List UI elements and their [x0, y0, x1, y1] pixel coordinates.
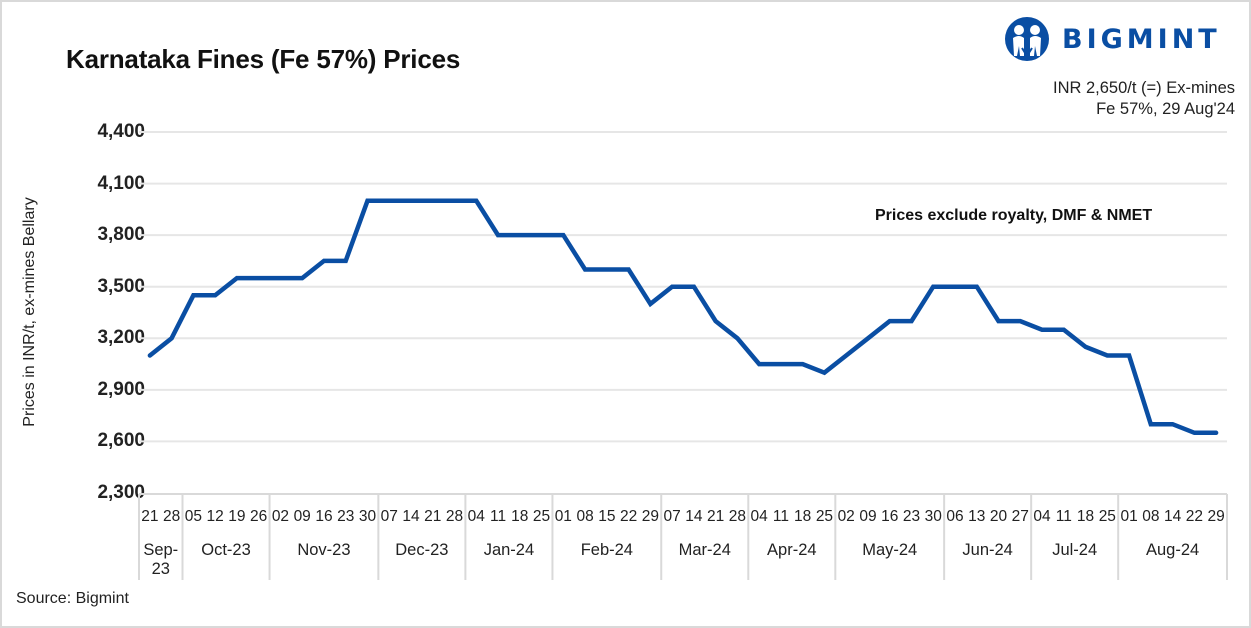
- x-tick-day-label: 06: [946, 508, 963, 525]
- chart-title: Karnataka Fines (Fe 57%) Prices: [66, 44, 461, 74]
- price-line-series: [147, 198, 1219, 436]
- y-tick-label: 3,200: [97, 327, 145, 349]
- x-tick-day-label: 05: [185, 508, 202, 525]
- y-tick-label: 4,100: [97, 172, 145, 194]
- svg-text:Apr-24: Apr-24: [767, 541, 817, 559]
- x-tick-day-label: 18: [1077, 508, 1094, 525]
- svg-text:May-24: May-24: [862, 541, 917, 559]
- x-month-label: Mar-24: [679, 541, 731, 559]
- x-tick-day-label: 13: [968, 508, 985, 525]
- headline-line-2: Fe 57%, 29 Aug'24: [1096, 100, 1235, 118]
- x-tick-day-label: 28: [163, 508, 180, 525]
- x-month-label: Jan-24: [484, 541, 534, 559]
- x-tick-day-label: 25: [1099, 508, 1116, 525]
- x-month-label: Sep-23: [143, 541, 178, 578]
- y-tick-label: 3,500: [97, 275, 145, 297]
- x-tick-day-label: 28: [446, 508, 463, 525]
- x-tick-day-label: 23: [337, 508, 354, 525]
- x-tick-day-label: 01: [1120, 508, 1137, 525]
- x-tick-day-label: 30: [925, 508, 943, 525]
- x-month-label: Oct-23: [201, 541, 251, 559]
- x-tick-day-label: 21: [707, 508, 724, 525]
- x-tick-day-label: 26: [250, 508, 267, 525]
- x-tick-day-label: 22: [620, 508, 637, 525]
- svg-text:23: 23: [152, 560, 170, 578]
- x-tick-day-label: 18: [794, 508, 811, 525]
- y-tick-label: 4,400: [97, 121, 145, 142]
- x-tick-day-label: 02: [272, 508, 289, 525]
- bigmint-logo: BIGMINT: [1004, 16, 1221, 62]
- x-tick-day-label: 27: [1012, 508, 1029, 525]
- brand-name: BIGMINT: [1062, 23, 1221, 55]
- x-tick-day-label: 16: [315, 508, 332, 525]
- x-month-label: Nov-23: [297, 541, 350, 559]
- svg-text:Mar-24: Mar-24: [679, 541, 731, 559]
- svg-text:Feb-24: Feb-24: [581, 541, 633, 559]
- x-month-label: May-24: [862, 541, 917, 559]
- svg-text:Jan-24: Jan-24: [484, 541, 534, 559]
- x-tick-day-label: 23: [903, 508, 920, 525]
- x-month-label: Dec-23: [395, 541, 448, 559]
- x-tick-day-label: 30: [359, 508, 377, 525]
- x-month-label: Aug-24: [1146, 541, 1199, 559]
- x-tick-day-label: 14: [402, 508, 420, 525]
- x-tick-day-label: 09: [859, 508, 876, 525]
- x-tick-day-label: 15: [598, 508, 615, 525]
- svg-text:Aug-24: Aug-24: [1146, 541, 1199, 559]
- headline-price: INR 2,650/t (=) Ex-mines Fe 57%, 29 Aug'…: [1053, 78, 1235, 120]
- x-tick-day-label: 04: [751, 508, 769, 525]
- svg-text:Jun-24: Jun-24: [962, 541, 1012, 559]
- x-tick-day-label: 25: [533, 508, 550, 525]
- x-tick-day-label: 14: [685, 508, 703, 525]
- source-label: Source: Bigmint: [16, 590, 129, 607]
- svg-text:Sep-: Sep-: [143, 541, 178, 559]
- x-tick-day-label: 22: [1186, 508, 1203, 525]
- y-tick-label: 2,600: [97, 430, 145, 452]
- svg-text:Jul-24: Jul-24: [1052, 541, 1097, 559]
- x-tick-day-label: 11: [1056, 508, 1072, 525]
- svg-text:Nov-23: Nov-23: [297, 541, 350, 559]
- x-tick-day-label: 07: [663, 508, 680, 525]
- x-tick-day-label: 16: [881, 508, 898, 525]
- chart-annotation: Prices exclude royalty, DMF & NMET: [875, 207, 1153, 224]
- svg-text:Oct-23: Oct-23: [201, 541, 251, 559]
- y-tick-label: 2,300: [97, 482, 145, 503]
- x-tick-day-label: 08: [576, 508, 593, 525]
- x-tick-day-label: 19: [228, 508, 245, 525]
- x-tick-day-label: 12: [207, 508, 224, 525]
- bigmint-logo-icon: [1005, 17, 1049, 61]
- x-tick-day-label: 01: [555, 508, 572, 525]
- x-tick-day-label: 11: [773, 508, 789, 525]
- x-tick-day-label: 09: [294, 508, 311, 525]
- x-tick-day-label: 14: [1164, 508, 1182, 525]
- x-tick-day-label: 11: [490, 508, 506, 525]
- x-tick-day-label: 04: [468, 508, 486, 525]
- x-tick-day-label: 25: [816, 508, 833, 525]
- x-axis: 21 28 05 12 19 26 02 09 16 23 30 07 14 21 28 04 11 18 25 01…: [138, 493, 1228, 580]
- headline-line-1: INR 2,650/t (=) Ex-mines: [1052, 79, 1235, 97]
- x-tick-day-label: 02: [838, 508, 855, 525]
- x-tick-day-label: 21: [141, 508, 158, 525]
- x-month-label: Jun-24: [962, 541, 1012, 559]
- x-tick-day-label: 07: [381, 508, 398, 525]
- x-month-label: Apr-24: [767, 541, 817, 559]
- x-month-label: Feb-24: [581, 541, 633, 559]
- x-tick-day-label: 28: [729, 508, 746, 525]
- x-tick-day-label: 18: [511, 508, 528, 525]
- x-tick-day-label: 29: [1207, 508, 1224, 525]
- x-tick-day-label: 29: [642, 508, 659, 525]
- y-tick-label: 3,800: [97, 224, 145, 246]
- y-tick-label: 2,900: [97, 378, 145, 400]
- x-tick-day-label: 04: [1033, 508, 1051, 525]
- x-tick-day-label: 08: [1142, 508, 1159, 525]
- x-month-label: Jul-24: [1052, 541, 1097, 559]
- x-tick-day-label: 21: [424, 508, 441, 525]
- x-tick-day-label: 20: [990, 508, 1008, 525]
- svg-text:Dec-23: Dec-23: [395, 541, 448, 559]
